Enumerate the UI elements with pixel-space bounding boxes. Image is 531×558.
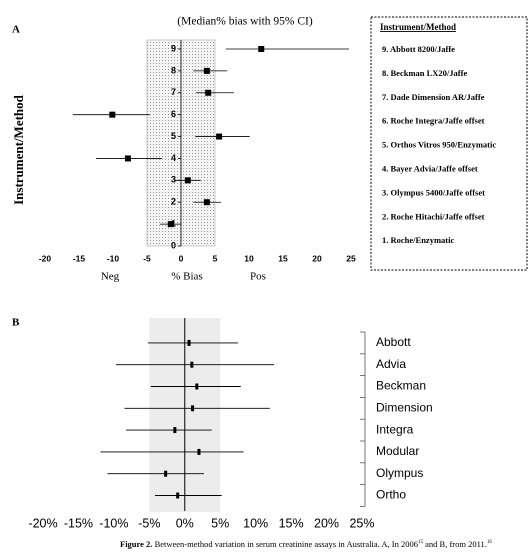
y-tick-label: 0 [171,240,176,250]
category-label: Olympus [376,466,423,480]
point [124,155,131,162]
x-tick-label: 10% [243,516,268,530]
legend-box [370,16,528,271]
y-tick-label: 6 [171,109,176,119]
legend-title: Instrument/Method [380,22,456,32]
point [190,361,194,368]
point [173,427,177,434]
x-axis-label: Neg [101,271,120,283]
category-label: Integra [376,422,414,436]
x-tick-label: -10% [99,516,128,530]
y-tick-label: 3 [171,175,176,185]
category-label: Abbott [376,335,411,349]
x-tick-label: -5 [143,253,151,263]
x-tick-label: 25 [346,253,356,263]
point [203,67,210,74]
legend-item: 2. Roche Hitachi/Jaffe offset [382,211,485,221]
x-tick-label: -15% [64,516,93,530]
x-tick-label: -20% [28,516,57,530]
x-tick-label: 20% [314,516,339,530]
y-tick-label: 8 [171,65,176,75]
chart-title: (Median% bias with 95% CI) [177,16,313,28]
point [216,133,223,140]
x-tick-label: 0 [179,253,184,263]
point [184,177,191,184]
x-tick-label: 15% [279,516,304,530]
legend-item: 5. Orthos Vitros 950/Enzymatic [382,140,496,150]
point [109,111,116,118]
x-axis-label: % Bias [171,271,202,283]
y-tick-label: 4 [171,153,176,163]
y-tick-label: 5 [171,131,176,141]
point [203,199,210,206]
category-label: Beckman [376,379,426,393]
panel-label: A [12,24,20,36]
x-tick-label: 20 [312,253,322,263]
category-label: Modular [376,444,419,458]
y-tick-label: 7 [171,87,176,97]
x-tick-label: -10 [107,253,120,263]
y-axis-label: Instrument/Method [11,94,26,205]
x-tick-label: -5% [138,516,160,530]
point [167,221,174,228]
legend-item: 1. Roche/Enzymatic [382,235,454,245]
legend-item: 6. Roche Integra/Jaffe offset [382,116,485,126]
x-tick-label: -20 [39,253,52,263]
x-tick-label: -15 [73,253,86,263]
x-axis-label: Pos [250,271,266,283]
x-tick-label: 10 [244,253,254,263]
x-tick-label: 5% [211,516,229,530]
point [164,470,168,477]
x-tick-label: 5 [213,253,218,263]
category-label: Advia [376,357,406,371]
category-label: Dimension [376,400,433,414]
point [187,339,191,346]
point [205,89,212,96]
point [176,492,180,499]
point [195,383,199,390]
x-tick-label: 0% [176,516,194,530]
legend-item: 8. Beckman LX20/Jaffe [382,68,467,78]
caption: Figure 2. Between-method variation in se… [120,539,492,549]
y-tick-label: 9 [171,43,176,53]
point [191,405,195,412]
panel-label: B [12,317,20,329]
legend-item: 4. Bayer Advia/Jaffe offset [382,163,478,173]
legend-item: 7. Dade Dimension AR/Jaffe [382,92,485,102]
x-tick-label: 15 [278,253,288,263]
legend-item: 9. Abbott 8200/Jaffe [382,44,455,54]
point [258,46,265,52]
y-tick-label: 2 [171,197,176,207]
category-label: Ortho [376,488,406,502]
x-tick-label: 25% [349,516,374,530]
point [197,448,201,455]
legend-item: 3. Olympus 5400/Jaffe offset [382,187,485,197]
